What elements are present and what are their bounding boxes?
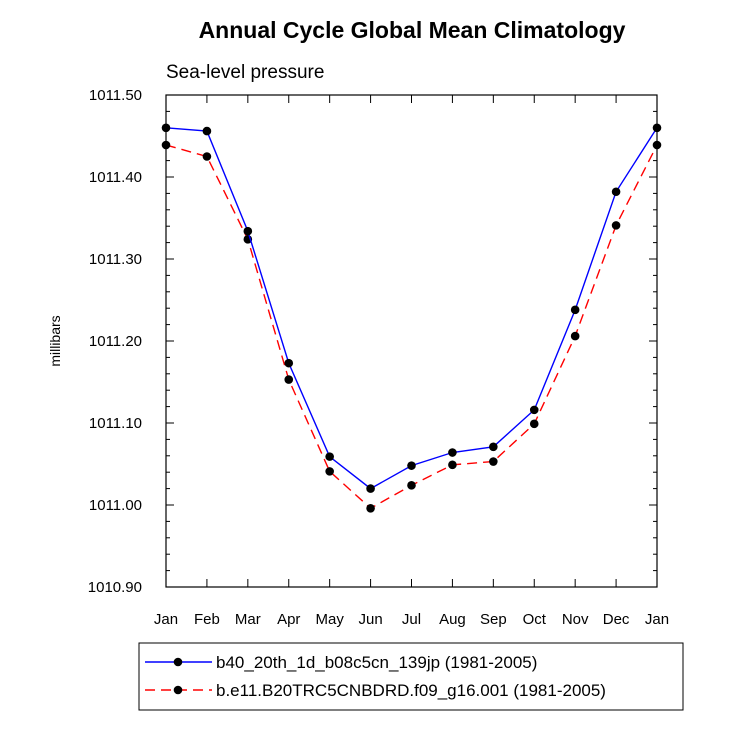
x-tick-label: Apr — [277, 611, 300, 628]
x-tick-label: Jan — [154, 611, 178, 628]
legend-box — [138, 642, 684, 711]
series-1-point — [284, 358, 294, 368]
chart-subtitle: Sea-level pressure — [166, 62, 324, 83]
x-tick-label: Jul — [402, 611, 421, 628]
x-tick-label: Sep — [480, 611, 507, 628]
series-1-point — [611, 187, 621, 197]
series-2-point — [366, 503, 375, 513]
y-axis-label: millibars — [47, 315, 63, 366]
series-1-point — [652, 123, 662, 133]
y-tick-label: 1011.00 — [89, 497, 142, 514]
legend: b40_20th_1d_b08c5cn_139jp (1981-2005) b.e… — [145, 653, 606, 700]
series-1-point — [243, 226, 253, 236]
series-1-point — [489, 442, 498, 452]
series-2-point — [161, 140, 171, 150]
y-tick-label: 1011.50 — [89, 87, 142, 104]
series-1-point — [529, 405, 539, 415]
legend-label-2: b.e11.B20TRC5CNBDRD.f09_g16.001 (1981-20… — [216, 681, 606, 700]
y-tick-label: 1010.90 — [88, 579, 142, 596]
x-tick-label: Aug — [439, 611, 466, 628]
series-line-2 — [165, 144, 658, 510]
x-tick-label: Jun — [358, 611, 382, 628]
x-tick-label: Mar — [235, 611, 261, 628]
chart-title: Annual Cycle Global Mean Climatology — [199, 17, 626, 43]
x-tick-label: Nov — [562, 611, 589, 628]
y-tick-label: 1011.10 — [89, 415, 142, 432]
legend-marker-2 — [173, 685, 183, 695]
plot-frame — [165, 94, 658, 588]
series-2-point — [284, 375, 294, 384]
series-2-point — [611, 221, 621, 230]
series-2-point — [202, 152, 212, 161]
legend-label-1: b40_20th_1d_b08c5cn_139jp (1981-2005) — [216, 653, 537, 672]
series-1-point — [407, 461, 416, 470]
x-tick-label: Oct — [523, 611, 547, 628]
series-1-point — [325, 452, 334, 461]
legend-marker-1 — [173, 657, 183, 667]
series-2-point — [325, 467, 334, 476]
series-2-point — [489, 457, 498, 466]
x-tick-label: May — [315, 611, 344, 628]
x-tick-label: Dec — [603, 611, 630, 628]
y-tick-label: 1011.20 — [89, 333, 142, 350]
series-1-point — [570, 305, 580, 315]
series-1-point — [161, 123, 171, 133]
y-tick-label: 1011.40 — [89, 169, 142, 186]
series-line-1 — [165, 127, 658, 490]
x-tick-label: Jan — [645, 611, 669, 628]
plot-area: 1010.90 1011.00 1011.10 1011.20 1011.30 1011.… — [88, 87, 669, 628]
series-2-point — [529, 419, 539, 429]
y-tick-label: 1011.30 — [89, 251, 142, 268]
series-2-point — [448, 460, 457, 470]
series-1-point — [202, 126, 212, 136]
series-1-point — [366, 484, 375, 493]
x-tick-label: Feb — [194, 611, 220, 628]
series-2-point — [570, 331, 580, 341]
series-2-point — [652, 140, 662, 150]
series-2-point — [407, 481, 416, 490]
series-1-point — [448, 448, 457, 457]
